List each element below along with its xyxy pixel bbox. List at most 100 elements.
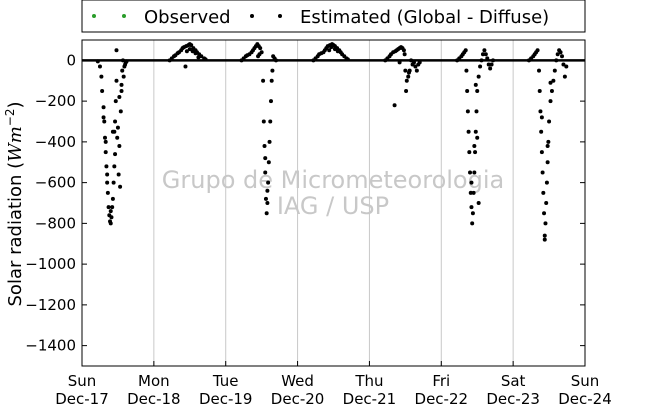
- data-point-s1-41: [113, 152, 118, 157]
- data-point-s1-195: [476, 201, 481, 205]
- data-point-s1-94: [266, 160, 271, 165]
- data-point-s1-180: [475, 88, 480, 93]
- data-point-s1-33: [121, 74, 126, 79]
- data-point-s1-213: [544, 201, 549, 205]
- data-point-s1-25: [115, 125, 120, 130]
- data-point-s1-87: [261, 119, 266, 124]
- data-point-s1-40: [110, 129, 115, 134]
- data-point-s1-153: [414, 68, 419, 73]
- data-point-s1-24: [114, 48, 119, 53]
- data-point-s1-16: [110, 205, 115, 210]
- data-point-s1-194: [475, 135, 480, 140]
- y-axis-title-close: ): [5, 101, 26, 108]
- y-tick-label-6: −1200: [25, 296, 76, 314]
- y-tick-label-2: −400: [35, 133, 76, 151]
- data-point-s1-164: [463, 48, 468, 53]
- data-point-s1-227: [561, 62, 566, 67]
- data-point-s1-187: [485, 56, 490, 61]
- data-point-s1-185: [482, 48, 487, 53]
- data-point-s1-31: [120, 68, 125, 73]
- data-point-s1-93: [266, 180, 271, 185]
- data-points: [82, 42, 585, 242]
- data-point-s1-211: [542, 237, 547, 242]
- data-point-s1-91: [264, 211, 269, 216]
- data-point-s1-146: [404, 78, 409, 83]
- data-point-s1-9: [105, 180, 110, 185]
- data-point-s1-102: [274, 58, 279, 63]
- data-point-s1-215: [545, 160, 550, 165]
- data-point-s1-230: [542, 233, 547, 238]
- data-point-s1-11: [106, 205, 111, 210]
- legend-marker-estimated-1: [250, 14, 254, 18]
- data-point-s1-145: [404, 88, 409, 93]
- data-point-s1-218: [548, 99, 553, 104]
- data-point-s1-214: [544, 180, 549, 185]
- data-point-s1-26: [116, 172, 121, 177]
- data-point-s1-155: [417, 60, 422, 65]
- data-point-s1-228: [562, 74, 567, 79]
- data-point-s1-231: [539, 115, 544, 120]
- data-point-s1-127: [327, 48, 332, 53]
- data-point-s1-90: [263, 196, 268, 201]
- watermark-line-1: Grupo de Micrometeorologia: [162, 166, 504, 194]
- data-point-s1-84: [258, 46, 263, 51]
- data-point-s1-67: [183, 64, 188, 69]
- y-tick-label-3: −600: [35, 174, 76, 192]
- data-point-s1-226: [560, 54, 565, 59]
- data-point-s1-29: [118, 109, 123, 114]
- data-point-s1-225: [558, 50, 563, 55]
- data-point-s1-98: [269, 78, 274, 83]
- x-tick-date-5: Dec-22: [415, 390, 469, 408]
- data-point-s1-128: [329, 45, 334, 50]
- data-point-s1-203: [537, 68, 542, 73]
- data-point-s1-96: [268, 119, 273, 124]
- data-point-s1-126: [345, 57, 350, 62]
- data-point-s1-17: [110, 196, 115, 201]
- data-point-s1-59: [189, 43, 194, 48]
- data-point-s1-171: [468, 190, 473, 195]
- data-point-s1-223: [555, 52, 560, 57]
- data-point-s1-4: [101, 105, 106, 110]
- y-axis-title-text: Solar radiation (: [5, 162, 26, 307]
- data-point-s1-15: [109, 215, 114, 220]
- data-point-s1-209: [541, 190, 546, 195]
- data-point-s1-174: [470, 211, 475, 216]
- data-point-s1-204: [537, 88, 542, 93]
- plot-frame: [81, 39, 586, 367]
- legend-label-estimated: Estimated (Global - Diffuse): [300, 7, 549, 28]
- data-point-s1-42: [115, 135, 120, 140]
- data-point-s1-10: [105, 190, 110, 195]
- data-point-s1-18: [111, 180, 116, 185]
- data-point-s1-152: [413, 64, 418, 69]
- data-point-s1-166: [465, 88, 470, 93]
- data-point-s1-158: [406, 70, 411, 75]
- watermark: Grupo de Micrometeorologia IAG / USP: [162, 166, 504, 220]
- x-tick-day-2: Tue: [212, 372, 239, 390]
- data-point-s1-86: [261, 78, 266, 83]
- data-point-s1-45: [101, 115, 106, 120]
- data-point-s1-151: [411, 60, 416, 65]
- legend: Observed Estimated (Global - Diffuse): [81, 0, 586, 33]
- data-point-s1-106: [265, 188, 270, 193]
- data-point-s1-71: [193, 51, 198, 56]
- data-point-s1-190: [489, 62, 494, 67]
- y-axis-title-unit: Wm: [5, 126, 26, 162]
- data-point-s1-212: [543, 221, 548, 226]
- data-point-s1-69: [187, 47, 192, 52]
- x-tick-date-0: Dec-17: [55, 390, 109, 408]
- data-point-s1-149: [409, 58, 414, 63]
- data-point-s1-219: [549, 88, 554, 93]
- data-point-s1-165: [464, 68, 469, 73]
- data-point-s1-3: [100, 88, 105, 93]
- data-point-s1-220: [551, 78, 556, 83]
- data-point-s1-189: [488, 66, 493, 71]
- data-point-s1-170: [468, 170, 473, 175]
- x-tick-date-6: Dec-23: [486, 390, 540, 408]
- watermark-line-2: IAG / USP: [277, 192, 389, 220]
- data-point-s1-5: [102, 119, 107, 124]
- data-point-s1-156: [392, 103, 397, 108]
- x-tick-day-1: Mon: [138, 372, 170, 390]
- data-point-s1-38: [105, 172, 110, 177]
- data-point-s1-129: [332, 47, 337, 52]
